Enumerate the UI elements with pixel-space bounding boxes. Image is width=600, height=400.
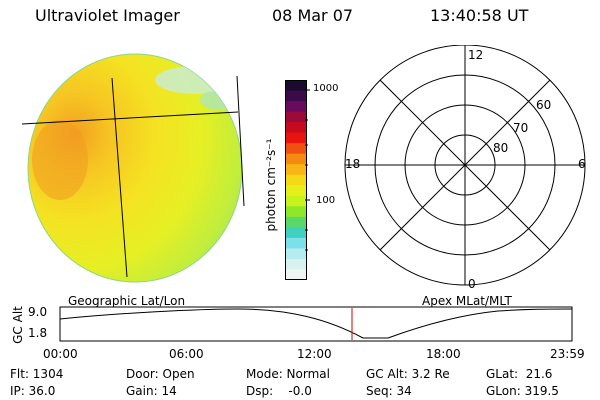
timeline-y-label: GC Alt	[11, 306, 25, 344]
polar-label-top: 12	[468, 48, 484, 62]
colorbar-segment	[285, 206, 307, 218]
timeline-plot	[59, 306, 573, 342]
timeline-y-tick-top: 9.0	[28, 305, 48, 319]
info-seq: Seq: 34	[366, 384, 412, 398]
info-gain: Gain: 14	[126, 384, 177, 398]
colorbar-segment	[285, 237, 307, 250]
colorbar-segment	[285, 248, 307, 260]
info-glat: GLat: 21.6	[486, 367, 553, 381]
time-label: 13:40:58 UT	[430, 6, 529, 25]
info-dsp: Dsp: -0.0	[246, 384, 312, 398]
info-flt: Flt: 1304	[10, 367, 64, 381]
colorbar-segment	[285, 101, 307, 113]
colorbar-segment	[285, 111, 307, 123]
grid-line	[21, 111, 239, 125]
polar-lat-70: 70	[513, 121, 529, 135]
colorbar-tick-1000: 1000	[313, 83, 339, 94]
instrument-title: Ultraviolet Imager	[35, 6, 180, 25]
colorbar-segment	[285, 132, 307, 144]
timeline-y-tick-bottom: 1.8	[28, 326, 48, 340]
colorbar-segment	[285, 90, 307, 102]
colorbar-segment	[285, 80, 307, 92]
timeline-x-tick-4: 23:59	[550, 347, 585, 361]
colorbar-segment	[285, 153, 307, 165]
colorbar-segment	[285, 185, 307, 197]
date-label: 08 Mar 07	[272, 6, 354, 25]
info-door: Door: Open	[126, 367, 195, 381]
timeline-right-title: Apex MLat/MLT	[422, 294, 512, 308]
grid-line	[111, 77, 128, 278]
timeline-x-tick-1: 06:00	[169, 347, 204, 361]
info-gc-alt: GC Alt: 3.2 Re	[366, 367, 450, 381]
polar-label-left: 18	[345, 157, 361, 171]
colorbar-segment	[285, 164, 307, 176]
colorbar-unit-label: photon cm⁻²s⁻¹	[264, 138, 278, 232]
polar-plot	[344, 45, 586, 286]
colorbar-segment	[285, 174, 307, 186]
polar-label-right: 6	[578, 157, 586, 171]
colorbar-segment	[285, 216, 307, 228]
info-glon: GLon: 319.5	[486, 384, 559, 398]
grid-line	[236, 75, 245, 207]
polar-lat-80: 80	[493, 141, 509, 155]
colorbar-tick-100: 100	[316, 195, 336, 206]
colorbar	[285, 80, 307, 280]
timeline-left-title: Geographic Lat/Lon	[68, 294, 186, 308]
colorbar-segment	[285, 122, 307, 134]
colorbar-ticks	[305, 89, 310, 251]
colorbar-segment	[285, 227, 307, 239]
colorbar-segment	[285, 258, 307, 271]
info-ip: IP: 36.0	[10, 384, 56, 398]
timeline-x-tick-3: 18:00	[426, 347, 461, 361]
polar-label-bottom: 0	[468, 277, 476, 291]
colorbar-segment	[285, 269, 307, 280]
timeline-x-tick-2: 12:00	[297, 347, 332, 361]
info-mode: Mode: Normal	[246, 367, 330, 381]
colorbar-segment	[285, 195, 307, 207]
altitude-curve	[59, 308, 573, 339]
colorbar-segment	[285, 143, 307, 155]
timeline-x-tick-0: 00:00	[43, 347, 78, 361]
polar-lat-60: 60	[536, 98, 552, 112]
